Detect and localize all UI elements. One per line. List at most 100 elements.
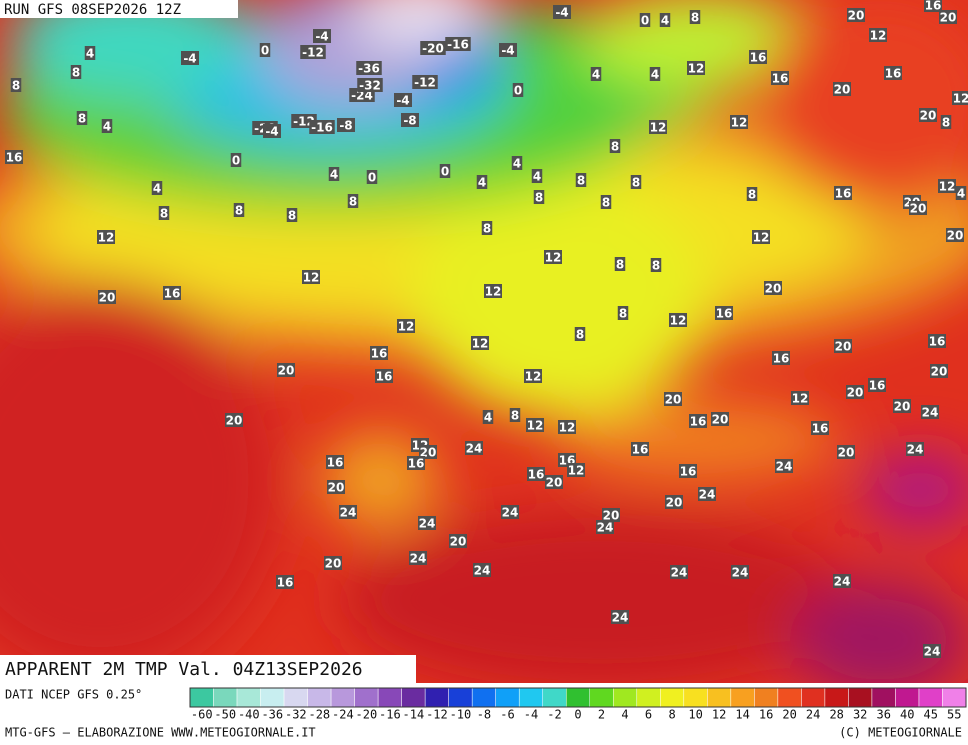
label-box	[938, 179, 956, 193]
contour-label: 4	[957, 187, 965, 201]
contour-label: 24	[612, 611, 629, 625]
label-box	[689, 414, 707, 428]
contour-label: 24	[419, 517, 436, 531]
label-box	[869, 28, 887, 42]
contour-label: 8	[288, 209, 296, 223]
label-box	[327, 480, 345, 494]
label-box	[923, 644, 941, 658]
contour-label: 8	[691, 11, 699, 25]
label-box	[420, 41, 446, 55]
color-tick-label: 28	[829, 708, 843, 722]
run-label: RUN GFS 08SEP2026 12Z	[4, 2, 181, 18]
contour-label: 24	[834, 575, 851, 589]
contour-label: 16	[716, 307, 733, 321]
contour-label: 16	[772, 72, 789, 86]
label-box	[357, 78, 383, 92]
color-tick-label: -14	[403, 708, 425, 722]
label-box	[906, 442, 924, 456]
color-tick-label: 2	[598, 708, 605, 722]
label-box	[347, 194, 359, 208]
label-box	[940, 115, 952, 129]
color-swatch	[918, 687, 943, 708]
label-box	[617, 306, 629, 320]
label-box	[639, 13, 651, 27]
label-box	[286, 208, 298, 222]
label-box	[670, 565, 688, 579]
label-box	[919, 108, 937, 122]
color-swatch	[283, 687, 308, 708]
color-tick-label: 6	[645, 708, 652, 722]
contour-label: -32	[359, 79, 381, 93]
label-box	[225, 413, 243, 427]
label-box	[84, 46, 96, 60]
label-box	[545, 475, 563, 489]
contour-label: -8	[339, 119, 352, 133]
contour-label: 8	[349, 195, 357, 209]
contour-label: 20	[226, 414, 243, 428]
label-box	[473, 563, 491, 577]
contour-label: 20	[931, 365, 948, 379]
label-box	[664, 392, 682, 406]
label-box	[481, 221, 493, 235]
contour-label: 0	[368, 171, 376, 185]
label-box	[764, 281, 782, 295]
contour-label: 20	[835, 340, 852, 354]
label-box	[921, 405, 939, 419]
label-box	[511, 156, 523, 170]
label-box	[791, 391, 809, 405]
contour-label: 0	[514, 84, 522, 98]
label-box	[650, 258, 662, 272]
color-swatch	[777, 687, 802, 708]
label-box	[370, 346, 388, 360]
contour-label: 24	[924, 645, 941, 659]
contour-label: 12	[688, 62, 705, 76]
contour-label: 20	[765, 282, 782, 296]
label-box	[649, 67, 661, 81]
color-swatch	[354, 687, 379, 708]
contour-label: 24	[699, 488, 716, 502]
color-swatch	[660, 687, 685, 708]
contour-label: 12	[472, 337, 489, 351]
contour-label: 16	[929, 335, 946, 349]
label-box	[611, 610, 629, 624]
label-box	[731, 565, 749, 579]
contour-label: 20	[328, 481, 345, 495]
label-box	[527, 467, 545, 481]
source-label: DATI NCEP GFS 0.25°	[5, 688, 142, 702]
contour-label: 4	[651, 68, 659, 82]
label-box	[649, 120, 667, 134]
label-box	[600, 195, 612, 209]
label-box	[324, 556, 342, 570]
label-box	[337, 118, 355, 132]
footer-right: (C) METEOGIORNALE	[839, 726, 962, 740]
color-tick-label: 32	[853, 708, 867, 722]
color-swatch	[471, 687, 496, 708]
label-box	[509, 408, 521, 422]
contour-label: 4	[103, 120, 111, 134]
label-box	[679, 464, 697, 478]
color-swatch	[942, 687, 967, 708]
label-box	[501, 505, 519, 519]
label-box	[553, 5, 571, 19]
contour-label: -12	[414, 76, 436, 90]
label-box	[847, 8, 865, 22]
label-box	[533, 190, 545, 204]
contour-label: 16	[750, 51, 767, 65]
label-box	[930, 364, 948, 378]
label-box	[614, 257, 626, 271]
label-box	[834, 339, 852, 353]
contour-label: 16	[925, 0, 942, 13]
label-box	[394, 93, 412, 107]
color-tick-label: -24	[332, 708, 354, 722]
contour-label: 20	[838, 446, 855, 460]
contour-label: 0	[261, 44, 269, 58]
color-tick-label: -36	[261, 708, 283, 722]
contour-label: 12	[559, 421, 576, 435]
contour-label: 16	[690, 415, 707, 429]
label-box	[669, 313, 687, 327]
label-box	[833, 574, 851, 588]
label-box	[471, 336, 489, 350]
color-tick-label: -10	[450, 708, 472, 722]
contour-label: 8	[235, 204, 243, 218]
